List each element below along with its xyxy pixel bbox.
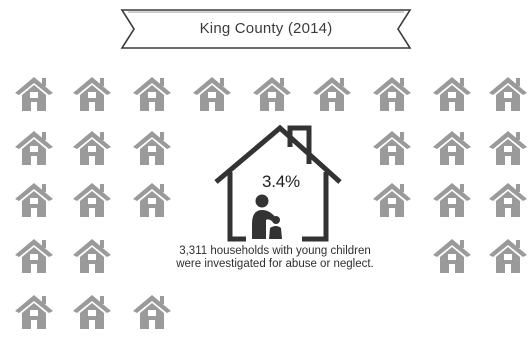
house-icon [132,128,172,168]
percent-value: 3.4% [262,172,300,191]
house-icon [72,74,112,114]
house-icon [14,128,54,168]
house-icon [432,74,472,114]
house-icon [72,236,112,276]
house-icon [432,236,472,276]
caption: 3,311 households with young children wer… [140,245,410,271]
house-icon [488,74,528,114]
house-icon [132,74,172,114]
house-icon [488,180,528,220]
house-with-parent-and-child-icon [214,124,342,242]
house-icon [372,74,412,114]
caption-line-2: were investigated for abuse or neglect. [176,258,374,270]
banner-ribbon-icon [120,9,412,49]
house-icon [132,180,172,220]
house-icon [432,180,472,220]
house-icon [372,180,412,220]
banner-title: King County (2014) [199,20,333,37]
house-icon [72,180,112,220]
house-icon [312,74,352,114]
title-banner: King County (2014) [118,6,414,52]
house-icon [72,292,112,332]
house-icon [488,128,528,168]
highlighted-household [214,124,344,246]
house-icon [372,128,412,168]
house-icon [14,180,54,220]
house-icon [192,74,232,114]
house-icon [14,236,54,276]
house-icon [14,74,54,114]
house-icon [72,128,112,168]
house-icon [488,236,528,276]
house-icon [14,292,54,332]
house-icon [252,74,292,114]
house-icon [432,128,472,168]
house-icon [132,292,172,332]
caption-line-1: 3,311 households with young children [179,245,371,257]
